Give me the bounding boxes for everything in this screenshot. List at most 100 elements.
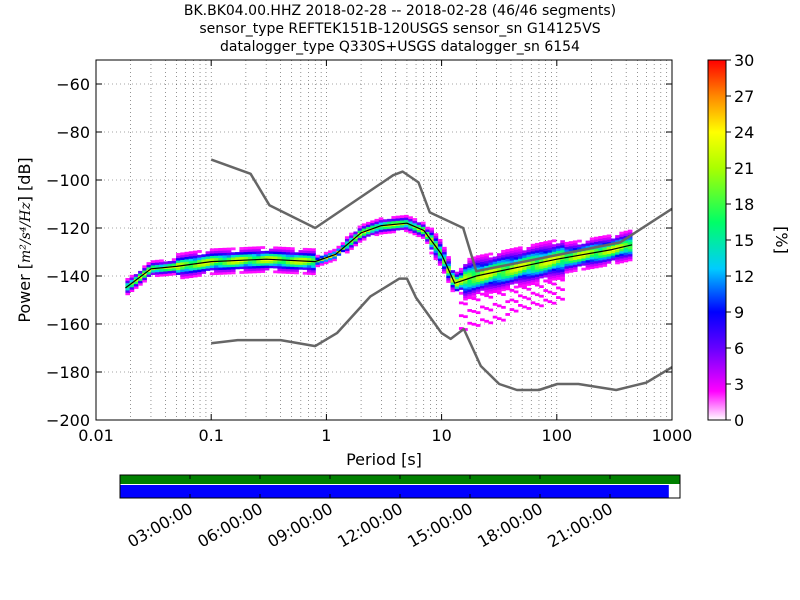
heatmap-cell (471, 278, 477, 281)
heatmap-cell (205, 263, 211, 267)
heatmap-cell (484, 277, 489, 281)
colorbar (707, 59, 727, 421)
heatmap-cell (171, 258, 177, 262)
heatmap-cell (598, 259, 603, 263)
heatmap-cell (530, 260, 536, 264)
heatmap-cell (315, 254, 321, 258)
heatmap-cell (505, 258, 511, 262)
heatmap-cell (218, 257, 223, 261)
colorbar-tick-label: 9 (734, 303, 744, 322)
heatmap-cell (349, 237, 354, 241)
heatmap-cell (247, 246, 253, 250)
heatmap-cell (247, 265, 253, 269)
heatmap-cell (501, 259, 506, 263)
heatmap-cell (277, 246, 283, 250)
heatmap-cell (311, 253, 316, 256)
heatmap-cell (154, 274, 160, 278)
heatmap-cell (522, 271, 527, 275)
heatmap-cell (433, 254, 439, 258)
heatmap-cell (264, 260, 270, 264)
heatmap-cell (399, 227, 405, 231)
heatmap-cell (496, 258, 502, 261)
heatmap-cell (480, 261, 485, 265)
heatmap-cell (484, 270, 489, 274)
heatmap-cell (446, 272, 451, 276)
heatmap-cell (585, 242, 591, 246)
heatmap-cell (349, 244, 354, 248)
heatmap-cell (370, 220, 375, 224)
heatmap-cell (209, 267, 215, 271)
heatmap-cell (429, 244, 435, 248)
heatmap-cell (239, 261, 245, 265)
heatmap-cell (328, 250, 333, 254)
heatmap-cell (513, 280, 519, 284)
heatmap-cell (429, 230, 435, 233)
heatmap-cell (623, 235, 629, 239)
y-axis-label-prefix: Power [ (15, 263, 34, 323)
heatmap-cell (129, 277, 135, 281)
heatmap-cell (501, 293, 506, 296)
heatmap-cell (560, 288, 565, 292)
heatmap-cell (522, 255, 527, 258)
heatmap-cell (509, 250, 515, 254)
heatmap-cell (192, 272, 198, 276)
heatmap-cell (142, 279, 147, 283)
heatmap-cell (475, 272, 481, 275)
heatmap-cell (176, 260, 181, 263)
heatmap-cell (366, 224, 371, 228)
heatmap-cell (496, 282, 502, 285)
heatmap-cell (564, 261, 570, 264)
heatmap-cell (408, 230, 413, 234)
heatmap-cell (294, 257, 299, 260)
heatmap-cell (577, 244, 582, 248)
heatmap-cell (471, 282, 477, 286)
heatmap-cell (534, 264, 540, 268)
heatmap-cell (463, 266, 468, 270)
heatmap-cell (256, 263, 261, 266)
heatmap-cell (623, 257, 629, 260)
heatmap-cell (239, 271, 245, 274)
heatmap-cell (488, 308, 494, 312)
heatmap-cell (551, 248, 557, 252)
heatmap-cell (366, 221, 371, 225)
x-tick-label: 1000 (652, 426, 693, 445)
heatmap-cell (374, 230, 380, 234)
heatmap-cell (420, 226, 426, 230)
heatmap-cell (273, 270, 278, 274)
heatmap-cell (471, 268, 477, 272)
heatmap-cell (556, 267, 561, 271)
heatmap-cell (454, 288, 460, 292)
y-axis-label: Power [m²/s⁴/Hz] [dB] (15, 157, 34, 322)
heatmap-cell (458, 327, 464, 330)
heatmap-cell (467, 267, 473, 271)
heatmap-cell (463, 295, 468, 299)
heatmap-cell (201, 254, 207, 258)
heatmap-cell (404, 217, 409, 221)
heatmap-cell (252, 270, 257, 274)
heatmap-cell (551, 272, 557, 276)
heatmap-cell (615, 259, 620, 262)
heatmap-cell (556, 250, 561, 254)
heatmap-cell (534, 293, 540, 297)
heatmap-cell (159, 261, 164, 265)
heatmap-cell (222, 247, 228, 251)
heatmap-cell (247, 270, 253, 274)
heatmap-cell (610, 255, 616, 259)
heatmap-cell (581, 246, 587, 249)
heatmap-cell (167, 270, 173, 274)
heatmap-cell (273, 246, 278, 250)
heatmap-cell (471, 256, 477, 260)
heatmap-cell (572, 269, 578, 273)
heatmap-cell (526, 273, 532, 277)
heatmap-cell (332, 258, 337, 262)
heatmap-cell (146, 274, 152, 277)
heatmap-cell (598, 255, 603, 258)
heatmap-cell (488, 295, 494, 299)
heatmap-cell (619, 231, 625, 235)
heatmap-cell (235, 266, 240, 270)
heatmap-cell (480, 305, 485, 309)
heatmap-cell (226, 262, 232, 265)
heatmap-cell (560, 297, 565, 301)
heatmap-cell (509, 252, 515, 256)
heatmap-cell (218, 247, 223, 251)
